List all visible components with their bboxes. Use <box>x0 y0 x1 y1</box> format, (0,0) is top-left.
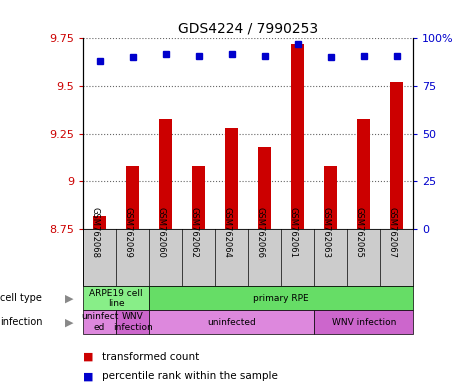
Text: GSM762066: GSM762066 <box>256 207 265 258</box>
Text: GSM762065: GSM762065 <box>355 207 364 257</box>
Text: primary RPE: primary RPE <box>253 294 309 303</box>
Bar <box>225 128 238 229</box>
Bar <box>149 310 314 334</box>
Text: percentile rank within the sample: percentile rank within the sample <box>102 371 278 381</box>
Text: WNV
infection: WNV infection <box>113 313 152 332</box>
Bar <box>390 82 403 229</box>
Bar <box>192 166 205 229</box>
Text: GSM762062: GSM762062 <box>190 207 199 257</box>
Title: GDS4224 / 7990253: GDS4224 / 7990253 <box>178 22 318 36</box>
Bar <box>93 216 106 229</box>
Bar <box>291 44 304 229</box>
Text: infection: infection <box>0 317 42 327</box>
Text: ARPE19 cell
line: ARPE19 cell line <box>89 289 143 308</box>
Text: uninfected: uninfected <box>207 318 256 327</box>
Text: WNV infection: WNV infection <box>332 318 396 327</box>
Bar <box>159 119 172 229</box>
Bar <box>314 310 413 334</box>
Text: cell type: cell type <box>0 293 42 303</box>
Text: GSM762064: GSM762064 <box>223 207 232 257</box>
Bar <box>324 166 337 229</box>
Text: ▶: ▶ <box>65 317 74 327</box>
Bar <box>126 166 139 229</box>
Text: ■: ■ <box>83 371 97 381</box>
Text: ▶: ▶ <box>65 293 74 303</box>
Text: uninfect
ed: uninfect ed <box>81 313 118 332</box>
Bar <box>116 310 149 334</box>
Bar <box>83 286 149 310</box>
Bar <box>149 286 413 310</box>
Text: GSM762068: GSM762068 <box>91 207 100 258</box>
Bar <box>258 147 271 229</box>
Text: GSM762060: GSM762060 <box>157 207 166 257</box>
Bar <box>83 310 116 334</box>
Text: GSM762063: GSM762063 <box>322 207 331 258</box>
Text: GSM762069: GSM762069 <box>124 207 133 257</box>
Text: GSM762067: GSM762067 <box>388 207 397 258</box>
Text: GSM762061: GSM762061 <box>289 207 298 257</box>
Bar <box>357 119 370 229</box>
Text: ■: ■ <box>83 352 97 362</box>
Text: transformed count: transformed count <box>102 352 200 362</box>
